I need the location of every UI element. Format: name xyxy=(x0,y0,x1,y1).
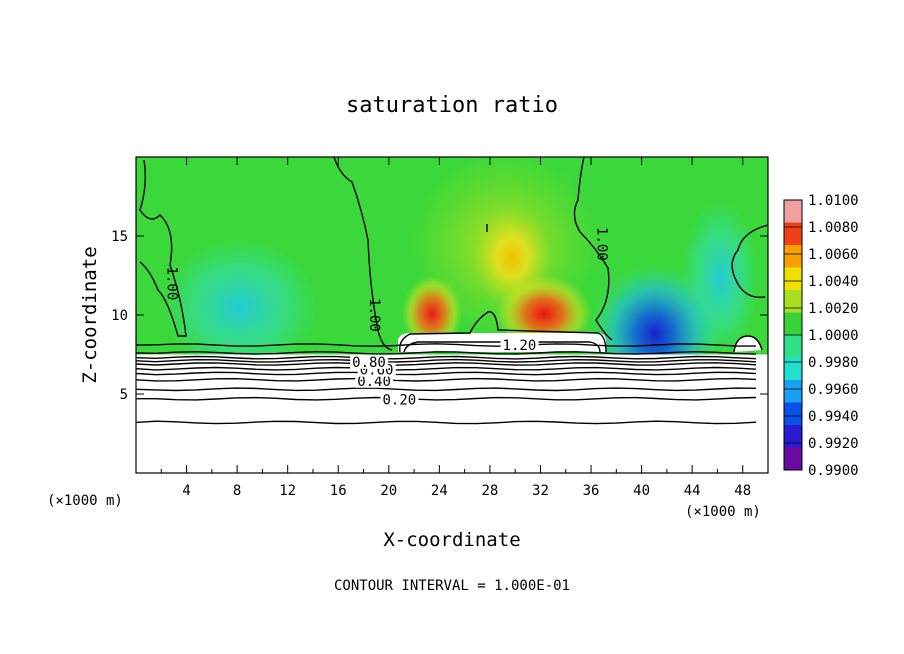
horizontal-contour xyxy=(136,355,757,360)
horizontal-contour xyxy=(136,371,757,376)
colorbar-tick-label: 0.9980 xyxy=(808,355,859,371)
x-axis-unit-label-right: (×1000 m) xyxy=(685,504,761,520)
horizontal-contour xyxy=(136,343,757,347)
x-axis-ticks: 4 8 12 16 20 24 28 32 36 40 44 48 xyxy=(160,157,751,499)
contour-label-1-00: 1.00 xyxy=(366,298,382,332)
x-tick-label: 36 xyxy=(583,483,600,499)
contour-label-bg xyxy=(355,373,394,388)
contour-label-1-00: 1.00 xyxy=(164,267,180,301)
colorbar-tick-label: 1.0060 xyxy=(808,247,859,263)
contour-1-00-left xyxy=(139,159,187,337)
x-tick-label: 12 xyxy=(279,483,296,499)
contour-interval-note: CONTOUR INTERVAL = 1.000E-01 xyxy=(334,578,570,594)
horizontal-contour xyxy=(136,366,757,371)
x-tick-label: 32 xyxy=(532,483,549,499)
colorbar-tick-label: 0.9960 xyxy=(808,382,859,398)
horizontal-contour xyxy=(136,350,757,355)
horizontal-contour xyxy=(136,387,757,392)
red-core-left xyxy=(402,272,462,348)
y-tick-label: 10 xyxy=(111,308,128,324)
contour-1-00-center xyxy=(333,157,393,351)
horizontal-contour xyxy=(136,396,757,401)
contour-label-bg xyxy=(380,392,419,407)
x-axis-unit-label-left: (×1000 m) xyxy=(47,493,123,509)
x-tick-label: 4 xyxy=(182,483,190,499)
colorbar-tick-label: 1.0080 xyxy=(808,220,859,236)
colorbar-tick-label: 1.0040 xyxy=(808,274,859,290)
colorbar-tick-label: 0.9940 xyxy=(808,409,859,425)
horizontal-contour xyxy=(136,362,757,366)
contour-1-00-cloud-ridge xyxy=(399,311,607,353)
contour-label-bg xyxy=(350,354,389,369)
contour-label: 1.20 xyxy=(503,338,537,354)
cyan-region-left xyxy=(160,230,320,370)
x-tick-label: 48 xyxy=(734,483,751,499)
colorbar-ticks: 0.9900 0.9920 0.9940 0.9960 0.9980 1.0000 1.00… xyxy=(784,193,859,479)
x-tick-label: 28 xyxy=(481,483,498,499)
colorbar-tick-label: 1.0000 xyxy=(808,328,859,344)
saturation-field xyxy=(136,157,768,473)
contour-label: 0.40 xyxy=(357,374,391,390)
x-tick-label: 24 xyxy=(431,483,448,499)
colorbar: 0.9900 0.9920 0.9940 0.9960 0.9980 1.0000 1.00… xyxy=(783,193,859,479)
y-tick-label: 5 xyxy=(120,387,128,403)
x-tick-label: 40 xyxy=(633,483,650,499)
colorbar-tick-label: 1.0020 xyxy=(808,301,859,317)
horizontal-contour xyxy=(136,358,757,363)
red-core-right xyxy=(496,272,592,348)
horizontal-contour xyxy=(136,377,757,382)
colorbar-tick-label: 0.9900 xyxy=(808,463,859,479)
y-axis-title: Z-coordinate xyxy=(79,246,101,383)
x-axis-title: X-coordinate xyxy=(383,529,520,551)
x-tick-label: 44 xyxy=(684,483,701,499)
horizontal-contour-lines: 0.200.400.600.801.20 xyxy=(136,338,757,425)
y-axis-ticks: 5 10 15 xyxy=(111,229,768,403)
x-tick-label: 8 xyxy=(233,483,241,499)
contour-label: 0.20 xyxy=(382,393,416,409)
x-tick-label: 20 xyxy=(380,483,397,499)
contour-label: 0.80 xyxy=(352,355,386,371)
contour-small-blob xyxy=(733,335,763,353)
contour-1-00-farright xyxy=(731,224,768,299)
colorbar-tick-label: 0.9920 xyxy=(808,436,859,452)
horizontal-contour xyxy=(136,420,757,425)
chart-title: saturation ratio xyxy=(346,93,558,118)
colorbar-tick-label: 1.0100 xyxy=(808,193,859,209)
x-tick-label: 16 xyxy=(330,483,347,499)
contour-1-00-labels: 1.00 1.00 1.00 xyxy=(164,227,610,332)
y-tick-label: 15 xyxy=(111,229,128,245)
small-cloud-blob xyxy=(734,336,762,352)
contour-label-1-00: 1.00 xyxy=(593,227,609,261)
contour-label-bg xyxy=(500,338,539,353)
contour-1-00-right xyxy=(573,157,613,341)
